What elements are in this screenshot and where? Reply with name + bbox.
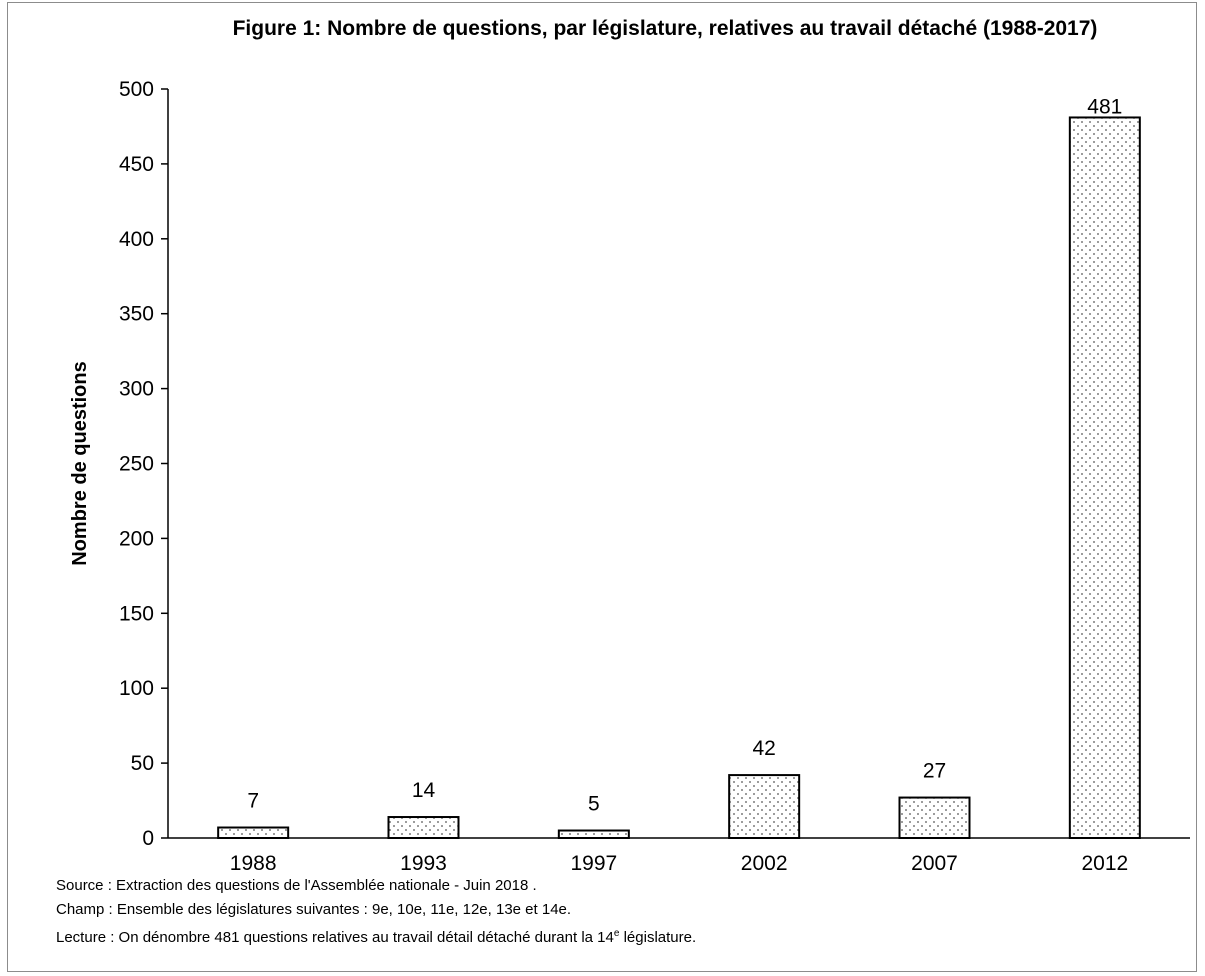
- y-tick-label: 150: [119, 602, 154, 625]
- note-lecture-end: législature.: [619, 929, 697, 946]
- y-tick-label: 250: [119, 453, 154, 476]
- x-tick-label: 2012: [1081, 852, 1128, 870]
- bar-1988: [217, 826, 290, 839]
- y-tick-label: 50: [131, 752, 154, 775]
- x-tick-label: 2007: [911, 852, 958, 870]
- note-source: Source : Extraction des questions de l'A…: [56, 877, 537, 894]
- y-tick-label: 200: [119, 527, 154, 550]
- data-label-1997: 5: [588, 793, 600, 816]
- y-tick-label: 300: [119, 378, 154, 401]
- note-lecture-superscript: e: [613, 928, 620, 939]
- chart-frame: [7, 2, 1197, 972]
- y-tick-label: 0: [142, 827, 154, 850]
- bar-1997: [557, 829, 630, 840]
- y-tick-label: 500: [119, 78, 154, 101]
- bar-1993: [387, 816, 460, 840]
- y-axis-label: Nombre de questions: [69, 361, 91, 565]
- bar-2002: [728, 774, 801, 839]
- bar-2007: [898, 796, 971, 840]
- y-tick-label: 350: [119, 303, 154, 326]
- x-tick-label: 1997: [570, 852, 617, 870]
- x-tick-label: 2002: [741, 852, 788, 870]
- bar-chart: 0 50 100 150 200 250 300 350 400 450 500 1988 1993 1…: [69, 78, 1190, 870]
- data-label-1988: 7: [247, 790, 259, 813]
- data-label-2012: 481: [1087, 95, 1122, 118]
- note-lecture: Lecture : On dénombre 481 questions rela…: [56, 922, 696, 950]
- x-tick-label: 1993: [400, 852, 447, 870]
- data-label-2002: 42: [752, 737, 775, 760]
- y-tick-label: 450: [119, 153, 154, 176]
- note-lecture-text: Lecture : On dénombre 481 questions rela…: [56, 929, 614, 946]
- y-tick-label: 400: [119, 228, 154, 251]
- x-tick-label: 1988: [230, 852, 277, 870]
- y-tick-label: 100: [119, 677, 154, 700]
- chart-notes: Source : Extraction des questions de l'A…: [56, 874, 696, 950]
- data-label-1993: 14: [412, 779, 436, 802]
- chart-title: Figure 1: Nombre de questions, par légis…: [232, 17, 1098, 40]
- bar-2012: [1068, 116, 1141, 840]
- data-label-2007: 27: [923, 760, 946, 783]
- note-champ: Champ : Ensemble des législatures suivan…: [56, 901, 572, 918]
